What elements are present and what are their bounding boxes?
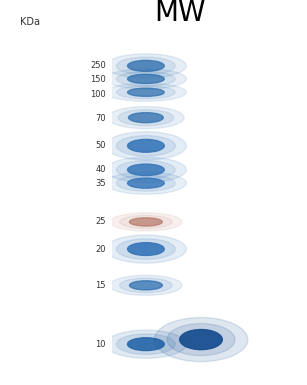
Text: 70: 70 [95,114,106,123]
Ellipse shape [106,235,186,263]
Ellipse shape [154,318,248,362]
Ellipse shape [127,243,164,256]
Ellipse shape [106,69,186,89]
Ellipse shape [106,157,186,182]
Ellipse shape [106,83,186,101]
Ellipse shape [127,88,164,96]
Text: 10: 10 [95,340,106,349]
Ellipse shape [130,281,162,290]
Ellipse shape [167,323,235,356]
Text: 40: 40 [95,165,106,174]
Text: 15: 15 [95,281,106,290]
Ellipse shape [106,132,186,160]
Ellipse shape [127,338,164,351]
Text: 100: 100 [90,90,106,99]
Ellipse shape [180,330,222,350]
Text: 25: 25 [95,218,106,226]
Text: 20: 20 [95,244,106,254]
Ellipse shape [110,213,182,231]
Text: 50: 50 [95,141,106,150]
Ellipse shape [106,172,186,194]
Ellipse shape [127,60,164,71]
Ellipse shape [116,136,175,156]
Text: 250: 250 [90,61,106,70]
Ellipse shape [118,110,174,126]
Ellipse shape [116,239,175,259]
Text: MW: MW [154,0,205,27]
Ellipse shape [116,175,175,191]
Text: 35: 35 [95,179,106,187]
Ellipse shape [127,74,164,84]
Ellipse shape [116,72,175,86]
Ellipse shape [110,275,182,295]
Ellipse shape [120,278,172,293]
Ellipse shape [106,330,186,358]
Ellipse shape [130,218,162,226]
Ellipse shape [127,164,164,176]
Ellipse shape [116,86,175,99]
Ellipse shape [116,334,175,355]
Ellipse shape [120,215,172,229]
Text: KDa: KDa [20,17,40,27]
Ellipse shape [106,54,186,78]
Ellipse shape [108,107,184,129]
Ellipse shape [127,178,164,188]
Ellipse shape [116,161,175,179]
Ellipse shape [129,112,163,123]
Text: 150: 150 [90,75,106,84]
Ellipse shape [127,139,164,152]
Ellipse shape [116,57,175,75]
